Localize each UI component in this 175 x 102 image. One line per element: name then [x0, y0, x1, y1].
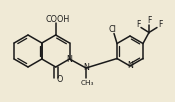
- Text: F: F: [158, 20, 162, 29]
- Text: Cl: Cl: [108, 25, 116, 34]
- Text: F: F: [136, 20, 140, 29]
- Text: N: N: [67, 54, 72, 64]
- Text: F: F: [147, 16, 151, 25]
- Text: N: N: [127, 62, 133, 70]
- Text: CH₃: CH₃: [80, 80, 94, 86]
- Text: O: O: [57, 74, 63, 84]
- Text: N: N: [83, 64, 89, 73]
- Text: COOH: COOH: [46, 14, 70, 23]
